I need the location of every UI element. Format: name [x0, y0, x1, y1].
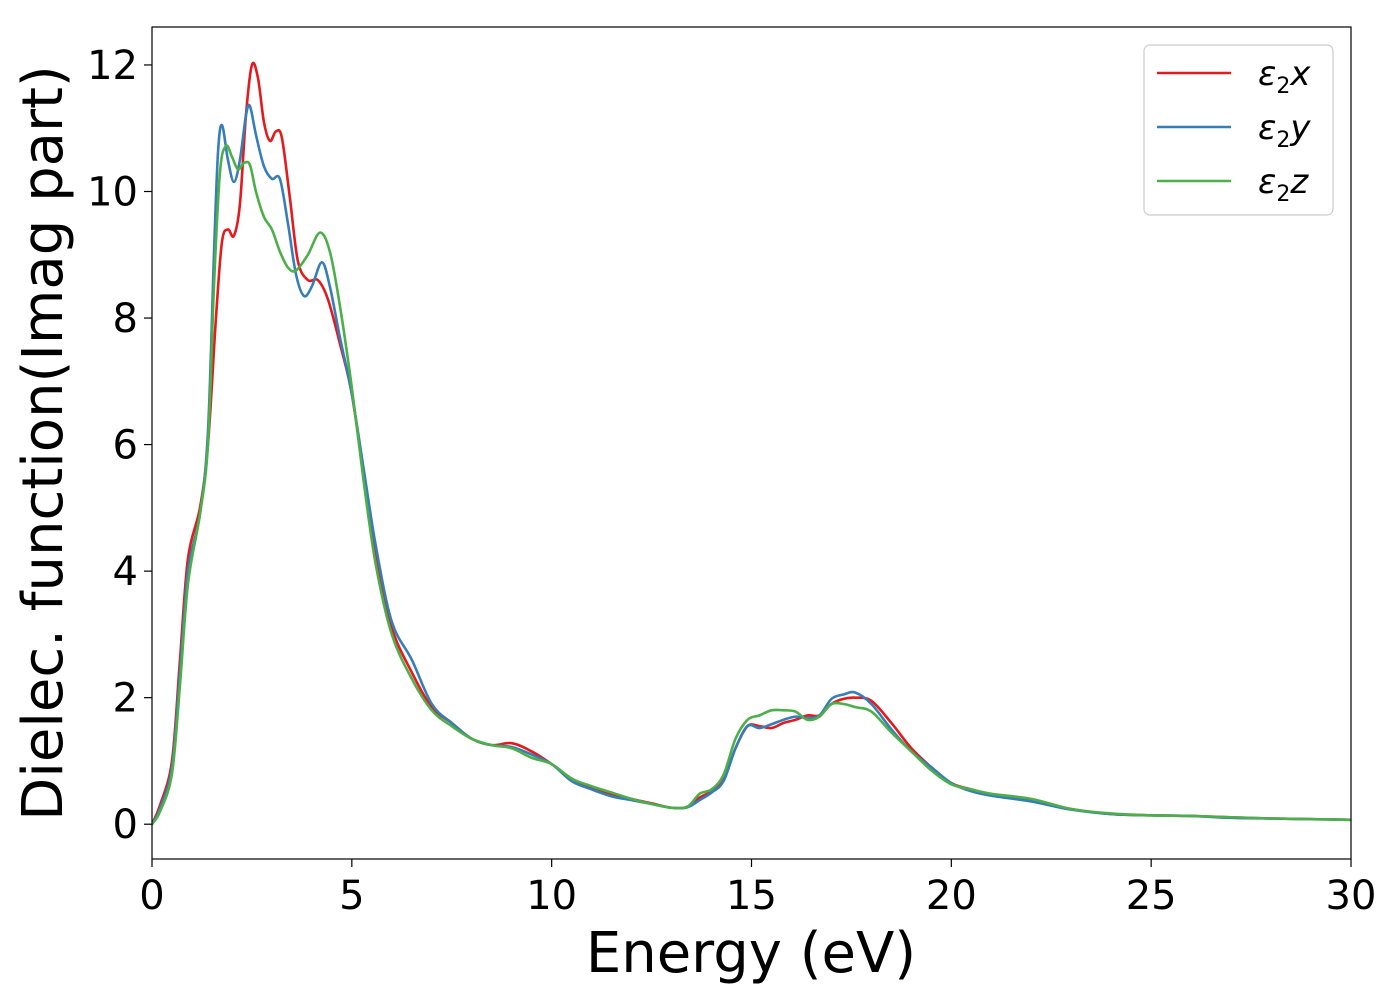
legend-label-subscript: 2 [1276, 182, 1290, 207]
legend-label-subscript: 2 [1276, 74, 1290, 99]
series-line-z [152, 144, 1351, 826]
legend-label-variable: y [1289, 108, 1311, 148]
legend-label-x: ε2x [1258, 54, 1311, 99]
y-tick-label: 10 [87, 170, 138, 216]
y-tick-label: 0 [113, 802, 138, 848]
legend-label-z: ε2z [1258, 162, 1309, 207]
x-tick-label: 20 [926, 873, 977, 919]
y-tick-label: 12 [87, 43, 138, 89]
legend-label-subscript: 2 [1276, 128, 1290, 153]
x-tick-label: 30 [1326, 873, 1377, 919]
legend-label-variable: z [1289, 162, 1309, 202]
x-tick-label: 10 [526, 873, 577, 919]
y-axis: 0 2 4 6 8 10 12 [87, 43, 152, 848]
series-layer [152, 61, 1351, 826]
x-tick-label: 15 [726, 873, 777, 919]
y-tick-label: 6 [113, 423, 138, 469]
legend-label-y: ε2y [1258, 108, 1311, 153]
legend-label-base: ε [1258, 54, 1276, 94]
legend-box [1143, 44, 1334, 216]
legend-label-base: ε [1258, 162, 1276, 202]
y-tick-label: 4 [113, 549, 138, 595]
y-tick-label: 8 [113, 296, 138, 342]
legend-label-variable: x [1289, 54, 1311, 94]
y-axis-title: Dielec. function(Imag part) [11, 65, 76, 821]
x-tick-label: 0 [139, 873, 164, 919]
legend-label-base: ε [1258, 108, 1276, 148]
x-tick-label: 5 [339, 873, 364, 919]
x-axis-title: Energy (eV) [586, 921, 916, 986]
x-axis: 0 5 10 15 20 25 30 [139, 859, 1376, 919]
y-tick-label: 2 [113, 676, 138, 722]
x-tick-label: 25 [1126, 873, 1177, 919]
